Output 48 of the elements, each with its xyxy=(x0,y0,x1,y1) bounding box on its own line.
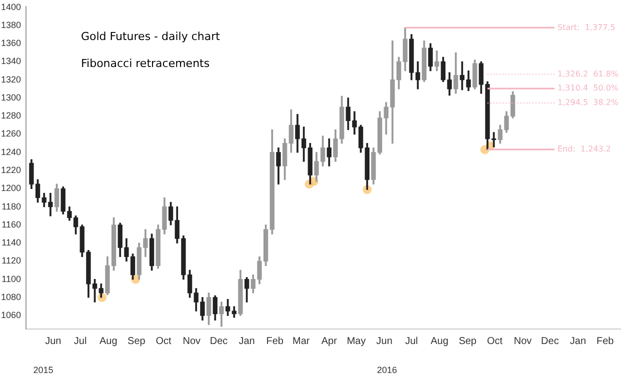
x-tick-label: Mar xyxy=(292,336,310,347)
x-tick-label: Oct xyxy=(156,336,172,347)
x-tick-label: Nov xyxy=(514,336,532,347)
x-tick-label: Feb xyxy=(596,336,614,347)
ref-line-label: Start: 1,377.5 xyxy=(558,22,616,32)
x-tick-label: Apr xyxy=(321,336,338,347)
ref-line-label: 1,326.2 61.8% xyxy=(558,69,619,78)
text: Fibonacci retracements xyxy=(81,57,210,70)
y-tick-label: 1300 xyxy=(0,92,22,102)
x-tick-label: Oct xyxy=(486,336,503,347)
y-tick-label: 1200 xyxy=(0,183,22,194)
y-tick-label: 1260 xyxy=(0,128,22,139)
x-tick-label: Jun xyxy=(45,336,62,347)
y-tick-label: 1120 xyxy=(2,256,22,266)
ref-line-label: 1,294.5 38.2% xyxy=(558,98,619,108)
x-tick-label: Dec xyxy=(210,336,228,347)
y-tick-label: 1060 xyxy=(0,310,22,320)
x-tick-label: Aug xyxy=(430,336,448,347)
x-tick-label: May xyxy=(346,336,366,347)
x-tick-label: Feb xyxy=(266,336,284,347)
x-tick-label: Jan xyxy=(570,336,586,347)
y-tick-label: 1140 xyxy=(2,238,22,248)
y-tick-label: 1360 xyxy=(0,38,22,48)
ref-line-label: 1,310.4 50.0% xyxy=(558,84,619,93)
ref-line-label: End: 1,243.2 xyxy=(558,144,612,154)
y-tick-label: 1220 xyxy=(0,165,22,176)
x-tick-label: Jan xyxy=(238,336,255,347)
y-tick-label: 1320 xyxy=(0,74,22,84)
x-tick-label: Sep xyxy=(128,336,146,347)
x-tick-label: Jul xyxy=(405,336,418,347)
x-tick-label: Aug xyxy=(99,336,118,347)
y-tick-label: 1240 xyxy=(0,146,22,157)
x-tick-label: Dec xyxy=(541,336,559,347)
y-tick-label: 1340 xyxy=(0,56,22,66)
y-tick-label: 1280 xyxy=(0,110,22,121)
x-tick-label: Jul xyxy=(74,336,87,347)
x-tick-label: Sep xyxy=(458,336,477,347)
y-tick-label: 1080 xyxy=(0,292,22,302)
y-tick-label: 1160 xyxy=(2,219,22,230)
text: Gold Futures - daily chart xyxy=(81,30,220,43)
y-tick-label: 1380 xyxy=(0,20,22,30)
y-tick-label: 1400 xyxy=(0,2,22,12)
y-tick-label: 1180 xyxy=(2,201,22,212)
x-tick-label: Nov xyxy=(182,336,201,347)
y-tick-label: 1100 xyxy=(2,274,22,284)
x2-tick-label: 2015 xyxy=(33,365,54,376)
x2-tick-label: 2016 xyxy=(377,365,398,376)
x-tick-label: Jun xyxy=(376,336,392,347)
